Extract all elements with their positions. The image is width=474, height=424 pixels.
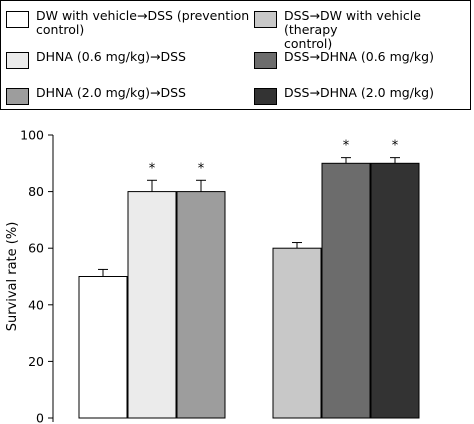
legend-swatch (254, 11, 277, 28)
y-tick-label: 100 (20, 128, 44, 143)
bar (78, 276, 128, 419)
y-tick-label: 20 (28, 354, 44, 369)
y-tick-label: 80 (28, 184, 44, 199)
significance-marker: * (343, 139, 350, 154)
legend-item-prevention-control: DW with vehicle→DSS (prevention control) (6, 9, 249, 37)
legend-item-dhna-2-0-prevention: DHNA (2.0 mg/kg)→DSS (6, 86, 186, 105)
legend-item-therapy-control: DSS→DW with vehicle (therapy control) (254, 9, 470, 51)
bar (272, 247, 322, 419)
legend-item-dhna-0-6-therapy: DSS→DHNA (0.6 mg/kg) (254, 50, 434, 69)
legend-label: DHNA (2.0 mg/kg)→DSS (36, 85, 186, 100)
legend-item-dhna-0-6-prevention: DHNA (0.6 mg/kg)→DSS (6, 50, 186, 69)
legend-item-dhna-2-0-therapy: DSS→DHNA (2.0 mg/kg) (254, 86, 434, 105)
significance-marker: * (198, 161, 205, 176)
bar (176, 191, 226, 419)
legend-label: DSS→DW with vehicle (therapy control) (284, 8, 421, 51)
legend-swatch (6, 88, 29, 105)
y-axis-title: Survival rate (%) (5, 222, 20, 332)
y-tick-label: 0 (36, 411, 44, 424)
significance-marker: * (392, 139, 399, 154)
legend-label: DHNA (0.6 mg/kg)→DSS (36, 49, 186, 64)
legend: DW with vehicle→DSS (prevention control)… (0, 0, 471, 110)
significance-marker: * (149, 161, 156, 176)
bar (370, 162, 420, 419)
y-tick-label: 60 (28, 241, 44, 256)
legend-swatch (254, 88, 277, 105)
y-tick-label: 40 (28, 297, 44, 312)
legend-label: DSS→DHNA (0.6 mg/kg) (284, 49, 434, 64)
legend-swatch (254, 52, 277, 69)
bar (127, 191, 177, 419)
legend-label: DW with vehicle→DSS (prevention control) (36, 8, 250, 37)
bar (321, 162, 371, 419)
legend-swatch (6, 52, 29, 69)
legend-label: DSS→DHNA (2.0 mg/kg) (284, 85, 434, 100)
survival-rate-chart: 0 20 40 60 80 100 Survival rate (%) * * * * (5, 128, 420, 424)
legend-swatch (6, 11, 29, 28)
